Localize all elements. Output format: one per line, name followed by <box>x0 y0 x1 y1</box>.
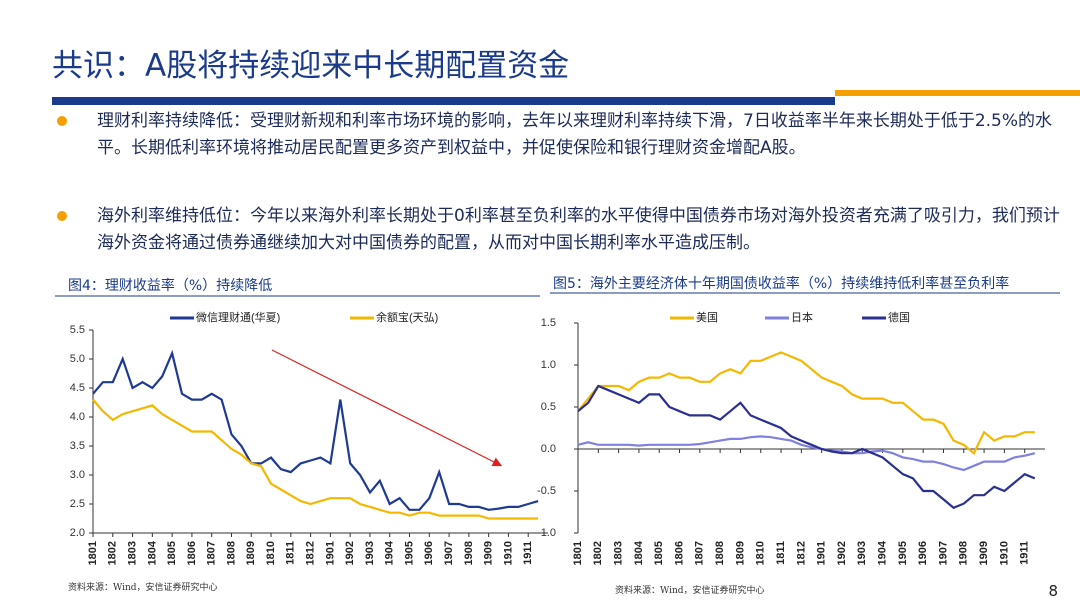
bullet-text: 理财利率持续降低：受理财新规和利率市场环境的影响，去年以来理财利率持续下滑，7日… <box>97 111 1053 158</box>
x-tick-label: 1902 <box>836 541 848 565</box>
x-tick-label: 1906 <box>917 541 929 565</box>
x-tick-label: 1911 <box>522 541 534 565</box>
x-tick-label: 1907 <box>937 541 949 565</box>
x-tick-label: 1809 <box>734 541 746 565</box>
x-tick-label: 1801 <box>87 541 99 565</box>
legend-label: 余额宝(天弘) <box>376 310 438 324</box>
x-tick-label: 1812 <box>305 541 317 565</box>
page-number: 8 <box>1048 582 1058 600</box>
x-tick-label: 1904 <box>384 540 396 565</box>
y-tick-label: 0.5 <box>541 401 556 413</box>
y-tick-label: 0.0 <box>541 443 556 455</box>
x-tick-label: 1801 <box>572 541 584 565</box>
x-tick-label: 1908 <box>958 541 970 565</box>
y-tick-label: 4.5 <box>70 382 85 394</box>
y-tick-label: -1.0 <box>537 527 556 539</box>
legend-label: 美国 <box>696 311 718 324</box>
y-tick-label: 2.0 <box>70 527 85 539</box>
bullet-text: 海外利率维持低位：今年以来海外利率长期处于0利率甚至负利率的水平使得中国债券市场… <box>97 206 1060 253</box>
trend-arrow <box>271 349 503 467</box>
bullet-dot <box>57 211 67 221</box>
x-tick-label: 1804 <box>146 540 158 565</box>
legend-label: 日本 <box>791 310 813 324</box>
x-tick-label: 1910 <box>502 541 514 565</box>
x-tick-label: 1910 <box>998 541 1010 565</box>
chart-title: 图5：海外主要经济体十年期国债收益率（%）持续维持低利率甚至负利率 <box>553 276 1010 292</box>
x-tick-label: 1806 <box>186 541 198 565</box>
x-tick-label: 1803 <box>613 541 625 565</box>
x-tick-label: 1805 <box>166 541 178 565</box>
series-line <box>92 398 539 520</box>
x-tick-label: 1909 <box>483 541 495 565</box>
x-tick-label: 1802 <box>592 541 604 565</box>
series-line <box>577 351 1035 455</box>
x-tick-label: 1807 <box>694 541 706 565</box>
chart-title: 图4：理财收益率（%）持续降低 <box>68 278 273 294</box>
x-tick-label: 1911 <box>1019 541 1031 565</box>
x-tick-label: 1808 <box>714 541 726 565</box>
source: 资料来源：Wind，安信证券研究中心 <box>615 586 765 596</box>
y-tick-label: 3.5 <box>70 440 85 452</box>
y-tick-label: -0.5 <box>537 485 556 497</box>
x-tick-label: 1809 <box>245 541 257 565</box>
bullet-dot <box>57 116 67 126</box>
x-tick-label: 1905 <box>403 541 415 565</box>
y-tick-label: 1.0 <box>541 359 556 371</box>
x-tick-label: 1903 <box>856 541 868 565</box>
series-line <box>577 435 1036 472</box>
x-tick-label: 1811 <box>775 541 787 565</box>
x-tick-label: 1901 <box>324 541 336 565</box>
y-tick-label: 5.0 <box>70 353 85 365</box>
x-tick-label: 1810 <box>755 541 767 565</box>
x-tick-label: 1908 <box>463 541 475 565</box>
x-tick-label: 1812 <box>795 541 807 565</box>
x-tick-label: 1907 <box>443 541 455 565</box>
source: 资料来源：Wind，安信证券研究中心 <box>68 583 218 593</box>
y-tick-label: 1.5 <box>541 317 556 329</box>
header-accent <box>835 90 1080 96</box>
series-line <box>92 349 539 511</box>
x-tick-label: 1905 <box>897 541 909 565</box>
x-tick-label: 1906 <box>423 541 435 565</box>
x-tick-label: 1806 <box>673 541 685 565</box>
x-tick-label: 1810 <box>265 541 277 565</box>
x-tick-label: 1802 <box>107 541 119 565</box>
series-line <box>577 384 1036 510</box>
legend-label: 微信理财通(华夏) <box>196 310 280 324</box>
y-tick-label: 2.5 <box>70 498 85 510</box>
y-tick-label: 4.0 <box>70 411 85 423</box>
x-tick-label: 1804 <box>633 540 645 565</box>
x-tick-label: 1807 <box>206 541 218 565</box>
legend-label: 德国 <box>888 310 910 324</box>
y-tick-label: 5.5 <box>70 324 85 336</box>
y-tick-label: 3.0 <box>70 469 85 481</box>
x-tick-label: 1909 <box>978 541 990 565</box>
x-tick-label: 1902 <box>344 541 356 565</box>
x-tick-label: 1811 <box>285 541 297 565</box>
x-tick-label: 1903 <box>364 541 376 565</box>
x-tick-label: 1808 <box>225 541 237 565</box>
header-bar <box>52 97 835 105</box>
x-tick-label: 1803 <box>126 541 138 565</box>
slide-title: 共识：A股将持续迎来中长期配置资金 <box>52 48 570 84</box>
x-tick-label: 1901 <box>816 541 828 565</box>
x-tick-label: 1805 <box>653 541 665 565</box>
x-tick-label: 1904 <box>876 540 888 565</box>
